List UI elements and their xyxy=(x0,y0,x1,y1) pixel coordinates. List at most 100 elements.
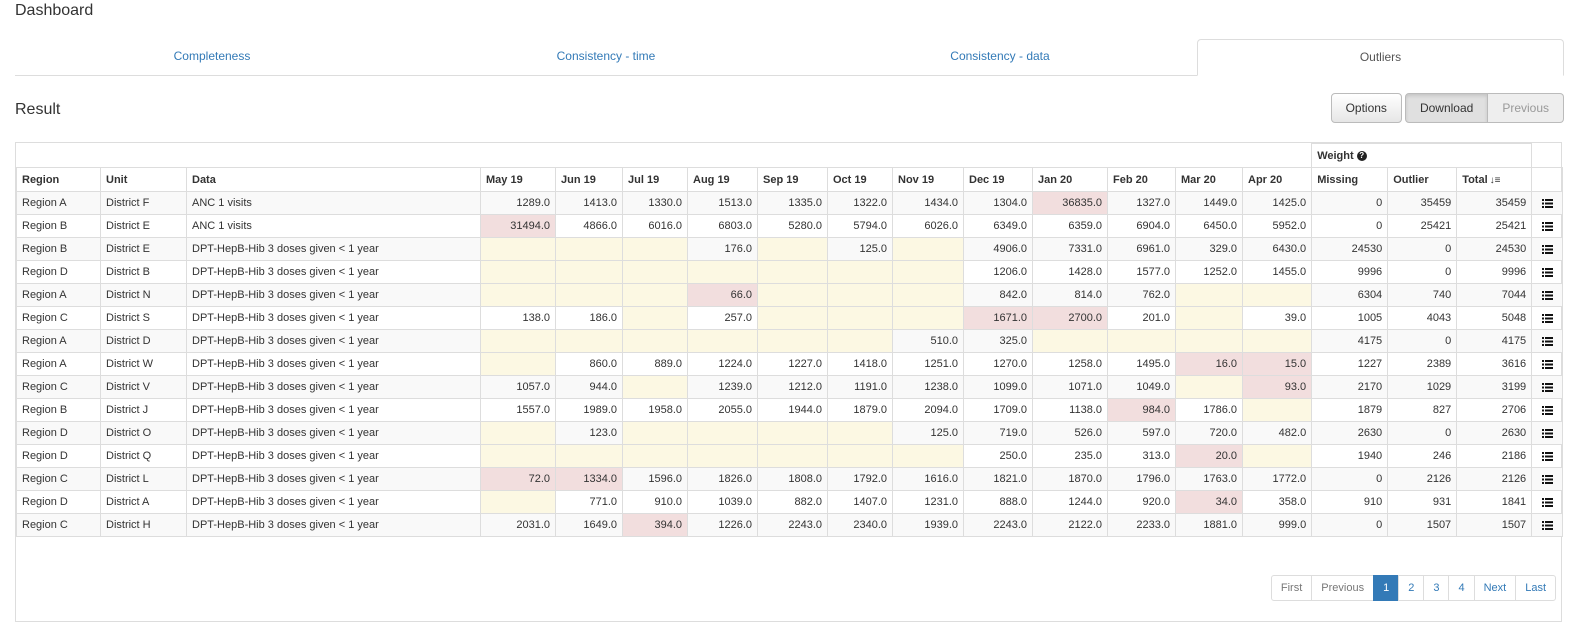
row-menu-cell[interactable] xyxy=(1531,490,1564,514)
page-3[interactable]: 3 xyxy=(1423,575,1450,601)
list-icon[interactable] xyxy=(1541,520,1553,530)
table-row: Region C District V DPT-HepB-Hib 3 doses g… xyxy=(16,375,1564,399)
column-header-apr-20[interactable]: Apr 20 xyxy=(1241,167,1313,192)
list-icon[interactable] xyxy=(1541,244,1553,254)
tab-completeness[interactable]: Completeness xyxy=(173,49,251,63)
data-element-cell: DPT-HepB-Hib 3 doses given < 1 year xyxy=(186,398,481,422)
column-header-dec-19[interactable]: Dec 19 xyxy=(963,167,1033,192)
outlier-weight-cell: 827 xyxy=(1387,398,1458,422)
region-cell: Region D xyxy=(16,444,101,468)
list-icon[interactable] xyxy=(1541,198,1553,208)
list-icon[interactable] xyxy=(1541,313,1553,323)
list-icon[interactable] xyxy=(1541,497,1553,507)
outlier-weight-cell: 0 xyxy=(1387,260,1458,284)
column-header-data[interactable]: Data xyxy=(186,167,481,192)
row-menu-cell[interactable] xyxy=(1531,375,1564,399)
info-circle-icon[interactable]: ? xyxy=(1356,150,1367,161)
period-value-cell: 771.0 xyxy=(555,490,623,514)
list-icon[interactable] xyxy=(1541,474,1553,484)
row-menu-cell[interactable] xyxy=(1531,191,1564,215)
period-value-cell xyxy=(622,260,688,284)
column-header-jan-20[interactable]: Jan 20 xyxy=(1032,167,1108,192)
column-header-missing[interactable]: Missing xyxy=(1311,167,1389,192)
list-icon[interactable] xyxy=(1541,428,1553,438)
list-icon[interactable] xyxy=(1541,405,1553,415)
column-header-label: Total xyxy=(1462,173,1488,186)
options-button[interactable]: Options xyxy=(1330,93,1402,123)
region-cell: Region A xyxy=(16,352,101,376)
period-value-cell: 1099.0 xyxy=(963,375,1033,399)
unit-cell: District Q xyxy=(100,444,187,468)
tab-consistency-data[interactable]: Consistency - data xyxy=(950,49,1050,63)
row-menu-cell[interactable] xyxy=(1531,444,1564,468)
outlier-weight-cell: 2389 xyxy=(1387,352,1458,376)
tab-consistency-time[interactable]: Consistency - time xyxy=(556,49,656,63)
row-menu-cell[interactable] xyxy=(1531,421,1564,445)
row-menu-cell[interactable] xyxy=(1531,283,1564,307)
column-header-unit[interactable]: Unit xyxy=(100,167,187,192)
page-previous[interactable]: Previous xyxy=(1311,575,1375,601)
period-value-cell: 860.0 xyxy=(555,352,623,376)
region-cell: Region C xyxy=(16,467,101,491)
column-header-sep-19[interactable]: Sep 19 xyxy=(757,167,828,192)
total-weight-cell: 1841 xyxy=(1456,490,1533,514)
page-last[interactable]: Last xyxy=(1515,575,1556,601)
period-value-cell: 1071.0 xyxy=(1032,375,1108,399)
column-header-feb-20[interactable]: Feb 20 xyxy=(1107,167,1176,192)
list-icon[interactable] xyxy=(1541,359,1553,369)
row-menu-cell[interactable] xyxy=(1531,260,1564,284)
page-first[interactable]: First xyxy=(1270,575,1313,601)
previous-button[interactable]: Previous xyxy=(1488,93,1564,123)
row-menu-cell[interactable] xyxy=(1531,398,1564,422)
list-icon[interactable] xyxy=(1541,267,1553,277)
column-header-oct-19[interactable]: Oct 19 xyxy=(827,167,893,192)
period-value-cell: 1231.0 xyxy=(892,490,964,514)
list-icon[interactable] xyxy=(1541,382,1553,392)
page-4[interactable]: 4 xyxy=(1448,575,1475,601)
period-value-cell xyxy=(892,260,964,284)
list-icon[interactable] xyxy=(1541,451,1553,461)
row-menu-cell[interactable] xyxy=(1531,513,1564,537)
row-menu-cell[interactable] xyxy=(1531,329,1564,353)
column-header-outlier[interactable]: Outlier xyxy=(1387,167,1458,192)
column-header-jun-19[interactable]: Jun 19 xyxy=(555,167,623,192)
list-icon[interactable] xyxy=(1541,221,1553,231)
table-row: Region B District E ANC 1 visits 31494.0 486… xyxy=(16,214,1564,238)
column-header-jul-19[interactable]: Jul 19 xyxy=(622,167,688,192)
tab-outliers[interactable]: Outliers xyxy=(1197,39,1564,76)
outlier-weight-cell: 246 xyxy=(1387,444,1458,468)
period-value-cell: 814.0 xyxy=(1032,283,1108,307)
period-value-cell: 1226.0 xyxy=(687,513,758,537)
row-menu-cell[interactable] xyxy=(1531,306,1564,330)
period-value-cell: 2243.0 xyxy=(963,513,1033,537)
column-header-total[interactable]: Total ↓≡ xyxy=(1456,167,1533,192)
page-next[interactable]: Next xyxy=(1473,575,1517,601)
missing-weight-cell: 0 xyxy=(1311,467,1389,491)
sort-desc-icon[interactable]: ↓≡ xyxy=(1489,174,1501,186)
period-value-cell: 1289.0 xyxy=(480,191,556,215)
region-cell: Region C xyxy=(16,306,101,330)
period-value-cell: 6359.0 xyxy=(1032,214,1108,238)
missing-weight-cell: 1227 xyxy=(1311,352,1389,376)
column-header-label: Mar 20 xyxy=(1181,173,1216,186)
period-value-cell: 1049.0 xyxy=(1107,375,1176,399)
period-value-cell xyxy=(757,329,828,353)
download-button[interactable]: Download xyxy=(1404,93,1489,123)
period-value-cell: 1671.0 xyxy=(963,306,1033,330)
list-icon[interactable] xyxy=(1541,290,1553,300)
row-menu-cell[interactable] xyxy=(1531,352,1564,376)
column-header-aug-19[interactable]: Aug 19 xyxy=(687,167,758,192)
column-header-nov-19[interactable]: Nov 19 xyxy=(892,167,964,192)
column-header-may-19[interactable]: May 19 xyxy=(480,167,556,192)
period-value-cell xyxy=(622,306,688,330)
row-menu-cell[interactable] xyxy=(1531,467,1564,491)
period-value-cell: 31494.0 xyxy=(480,214,556,238)
row-menu-cell[interactable] xyxy=(1531,214,1564,238)
page-2[interactable]: 2 xyxy=(1398,575,1425,601)
column-header-mar-20[interactable]: Mar 20 xyxy=(1175,167,1243,192)
page-1[interactable]: 1 xyxy=(1373,575,1400,601)
row-menu-cell[interactable] xyxy=(1531,237,1564,261)
list-icon[interactable] xyxy=(1541,336,1553,346)
column-header-region[interactable]: Region xyxy=(16,167,101,192)
period-value-cell: 2031.0 xyxy=(480,513,556,537)
